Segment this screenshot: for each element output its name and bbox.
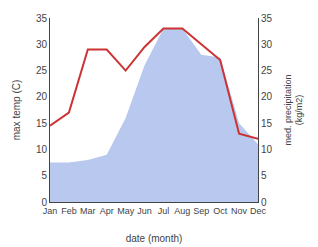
svg-text:0: 0 — [41, 197, 47, 208]
svg-text:10: 10 — [36, 144, 48, 155]
svg-text:date (month): date (month) — [126, 233, 183, 244]
svg-text:10: 10 — [261, 144, 273, 155]
svg-text:Mar: Mar — [80, 206, 96, 216]
svg-text:15: 15 — [261, 118, 273, 129]
svg-text:35: 35 — [261, 13, 273, 24]
svg-text:15: 15 — [36, 118, 48, 129]
svg-text:Feb: Feb — [61, 206, 77, 216]
svg-text:30: 30 — [261, 39, 273, 50]
svg-text:Jan: Jan — [43, 206, 58, 216]
svg-text:Aug: Aug — [174, 206, 190, 216]
svg-text:Jun: Jun — [137, 206, 152, 216]
svg-text:Oct: Oct — [213, 206, 228, 216]
svg-text:Dec: Dec — [250, 206, 267, 216]
svg-text:Nov: Nov — [231, 206, 248, 216]
svg-text:Apr: Apr — [100, 206, 114, 216]
svg-text:30: 30 — [36, 39, 48, 50]
svg-text:Sep: Sep — [193, 206, 209, 216]
svg-text:20: 20 — [261, 91, 273, 102]
svg-text:5: 5 — [41, 170, 47, 181]
svg-text:5: 5 — [261, 170, 267, 181]
svg-text:Jul: Jul — [158, 206, 170, 216]
svg-text:May: May — [117, 206, 135, 216]
svg-text:med. precipitation(kg/m2): med. precipitation(kg/m2) — [283, 74, 305, 145]
svg-text:max temp (C): max temp (C) — [11, 80, 22, 141]
svg-text:0: 0 — [261, 197, 267, 208]
svg-text:25: 25 — [261, 65, 273, 76]
svg-text:35: 35 — [36, 13, 48, 24]
svg-text:25: 25 — [36, 65, 48, 76]
svg-text:20: 20 — [36, 91, 48, 102]
